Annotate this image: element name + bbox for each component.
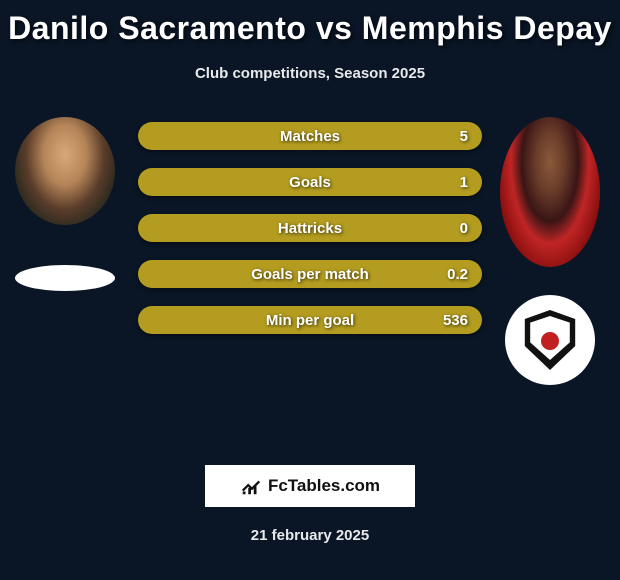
date-text: 21 february 2025 [0,527,620,544]
chart-icon [240,475,262,497]
stat-label: Hattricks [278,220,342,237]
club-crest-icon [522,310,578,370]
stat-label: Goals [289,174,331,191]
stat-label: Matches [280,128,340,145]
stat-value-right: 5 [460,128,468,145]
brand-badge[interactable]: FcTables.com [205,465,415,507]
player-left-column [10,117,120,291]
player-right-avatar [500,117,600,267]
stat-row-matches: Matches 5 [138,122,482,150]
stat-value-right: 1 [460,174,468,191]
club-left-badge [15,265,115,291]
player-right-column [495,117,605,385]
stat-label: Min per goal [266,312,354,329]
page-title: Danilo Sacramento vs Memphis Depay [0,0,620,47]
brand-text: FcTables.com [268,476,380,496]
stat-value-right: 536 [443,312,468,329]
club-right-badge [505,295,595,385]
stat-label: Goals per match [251,266,369,283]
stat-bars: Matches 5 Goals 1 Hattricks 0 Goals per … [138,122,482,334]
stat-row-goals: Goals 1 [138,168,482,196]
stat-row-gpm: Goals per match 0.2 [138,260,482,288]
stat-row-mpg: Min per goal 536 [138,306,482,334]
stat-value-right: 0.2 [447,266,468,283]
stat-value-right: 0 [460,220,468,237]
subtitle: Club competitions, Season 2025 [0,65,620,82]
comparison-area: Matches 5 Goals 1 Hattricks 0 Goals per … [0,117,620,417]
stat-row-hattricks: Hattricks 0 [138,214,482,242]
player-left-avatar [15,117,115,225]
